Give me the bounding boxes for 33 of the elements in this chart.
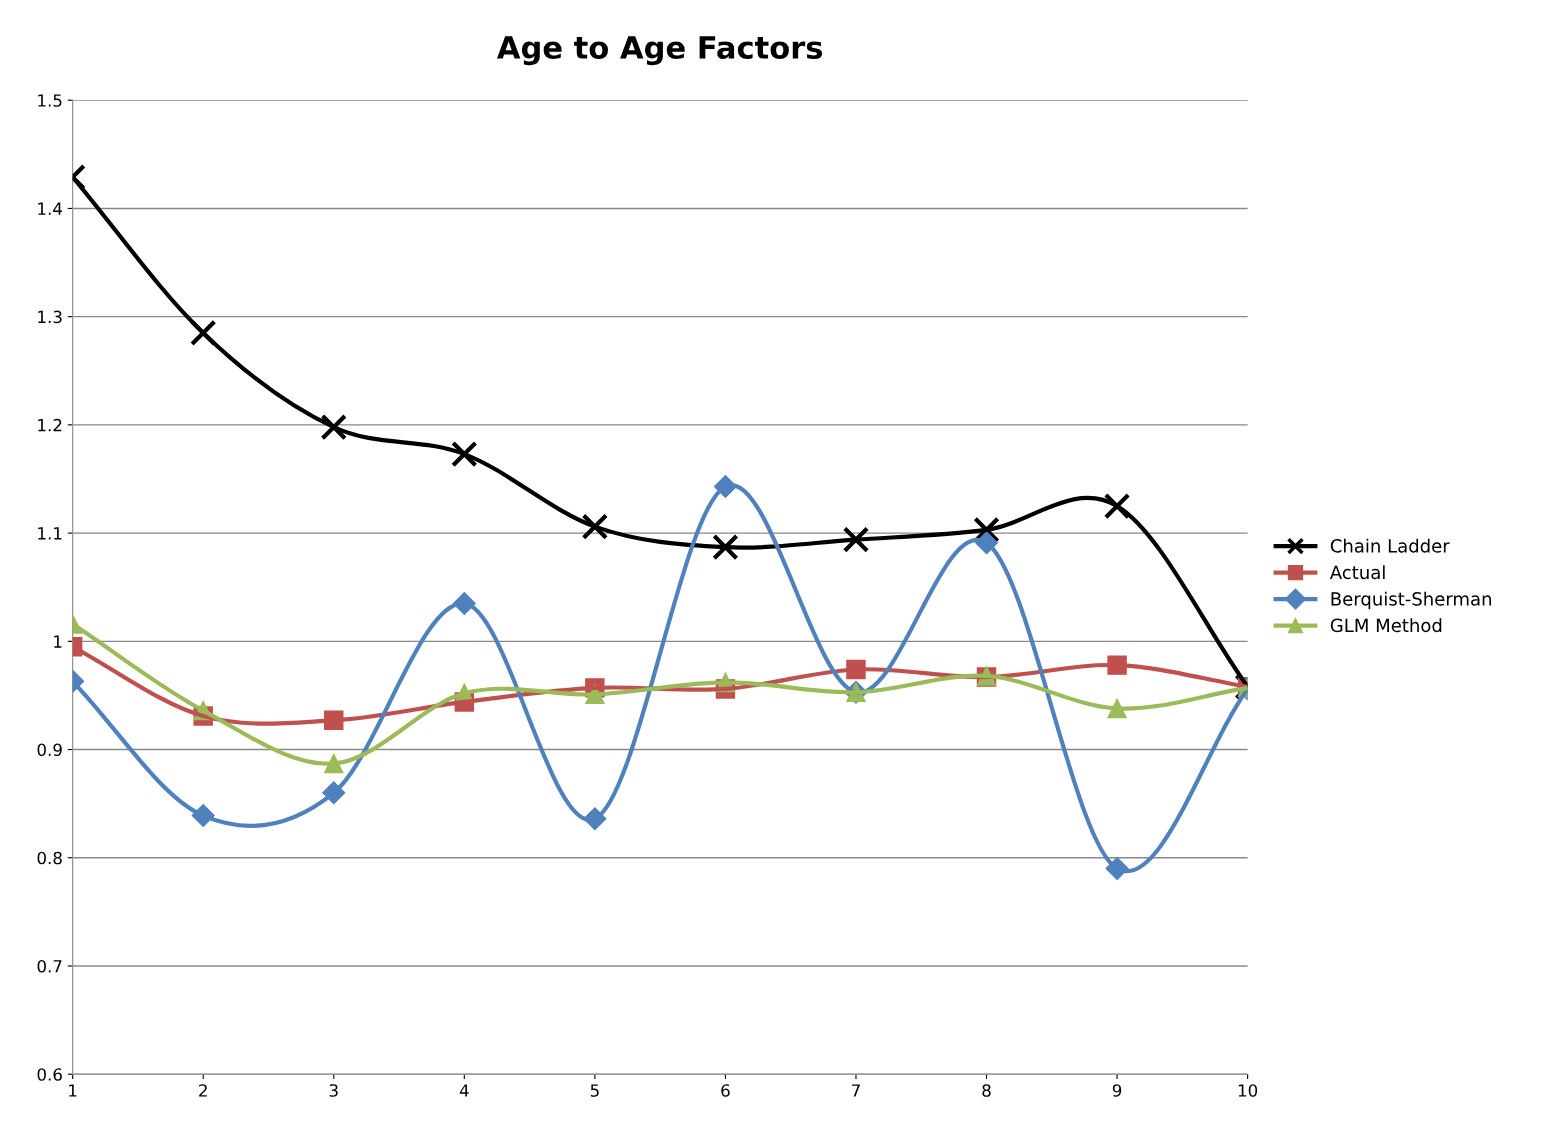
x-tick-label: 6 [721, 1084, 730, 1097]
legend-label: Chain Ladder [1330, 538, 1450, 553]
point [581, 513, 609, 540]
chart-title: Age to Age Factors [496, 36, 823, 66]
point [190, 319, 217, 347]
x-tick-label: 10 [1238, 1084, 1258, 1097]
y-tick-label: 1.5 [38, 94, 62, 107]
x-tick-label: 8 [982, 1084, 991, 1097]
y-tick-label: 0.9 [37, 743, 62, 757]
point [973, 516, 1000, 544]
x-tick-label: 7 [852, 1084, 860, 1097]
legend-label: GLM Method [1330, 618, 1442, 633]
x-tick-label: 3 [329, 1084, 338, 1097]
y-tick-label: 1.3 [38, 310, 62, 324]
x-tick-label: 9 [1112, 1084, 1122, 1097]
x-tick-label: 2 [199, 1084, 207, 1097]
point [1103, 492, 1131, 520]
y-tick-label: 1.1 [38, 527, 62, 540]
point [842, 526, 870, 553]
point [712, 533, 739, 561]
y-tick-label: 0.7 [37, 959, 62, 973]
y-tick-label: 0.8 [37, 851, 62, 865]
legend-label: Actual [1329, 565, 1385, 580]
y-tick-label: 1.4 [38, 202, 63, 215]
x-tick-label: 1 [69, 1084, 77, 1097]
y-tick-label: 0.6 [37, 1068, 62, 1081]
x-tick-label: 4 [459, 1084, 469, 1097]
legend-label: Berquist-Sherman [1331, 591, 1491, 610]
point [451, 440, 478, 468]
y-tick-label: 1 [54, 635, 62, 648]
x-tick-label: 5 [590, 1084, 599, 1097]
y-tick-label: 1.2 [38, 418, 62, 432]
point [320, 413, 347, 441]
